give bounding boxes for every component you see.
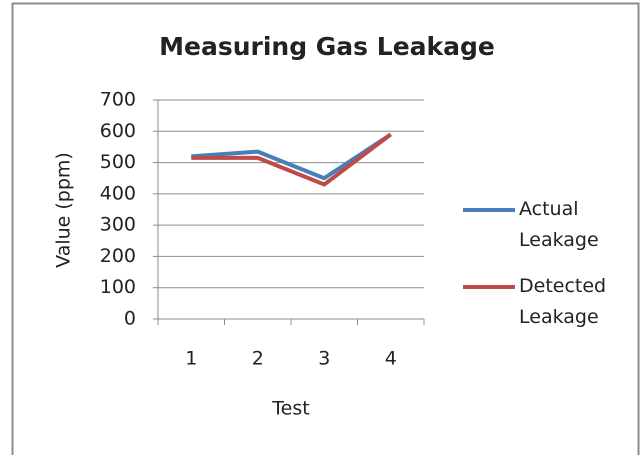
x-tick-label: 3 xyxy=(318,348,330,370)
chart-border xyxy=(11,2,640,455)
y-tick-label: 500 xyxy=(100,151,136,173)
series-line xyxy=(191,132,392,187)
x-tick-label: 1 xyxy=(185,348,197,370)
y-tick-label: 400 xyxy=(100,182,136,204)
legend-label: Actual Leakage xyxy=(519,198,599,251)
y-axis-label: Value (ppm) xyxy=(53,152,75,268)
x-axis-label: Test xyxy=(271,398,309,420)
y-tick-label: 600 xyxy=(100,120,136,142)
legend-label: Detected Leakage xyxy=(519,275,607,328)
y-tick-label: 0 xyxy=(124,308,136,330)
y-tick-label: 100 xyxy=(100,276,136,298)
series-line xyxy=(191,132,392,181)
y-tick-label: 700 xyxy=(100,89,136,111)
x-tick-label: 4 xyxy=(385,348,397,370)
x-tick-label: 2 xyxy=(252,348,264,370)
y-tick-label: 300 xyxy=(100,214,136,236)
chart-title: Measuring Gas Leakage xyxy=(159,32,495,61)
y-tick-label: 200 xyxy=(100,245,136,267)
